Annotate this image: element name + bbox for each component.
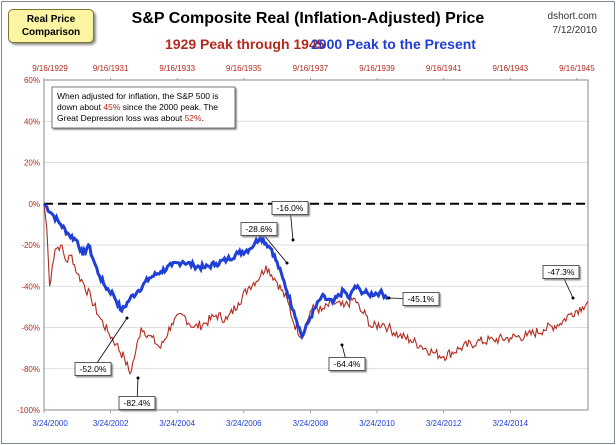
y-tick-label: -100% <box>17 406 40 415</box>
callout-label: -82.4% <box>124 398 151 408</box>
bottom-tick-label: 3/24/2002 <box>93 419 129 428</box>
callouts: -16.0% -28.6% -45.1% -47.3% -52.0% -82.4% -64.… <box>74 201 580 410</box>
y-tick-label: -40% <box>21 282 40 291</box>
chart-title: S&P Composite Real (Inflation-Adjusted) … <box>131 10 485 27</box>
plot-area <box>43 79 589 411</box>
bottom-tick-label: 3/24/2000 <box>32 419 68 428</box>
callout-box <box>402 292 440 306</box>
badge-line-1: Real Price <box>26 14 76 25</box>
series-1929-line <box>43 203 589 376</box>
bottom-tick-label: 3/24/2008 <box>293 419 329 428</box>
date-label: 7/12/2010 <box>552 25 598 36</box>
y-tick-label: 0% <box>28 200 40 209</box>
annotation-highlight-52: 52% <box>185 113 202 123</box>
callout-arrowhead <box>125 316 129 320</box>
callout--47-3pct: -47.3% <box>542 265 580 300</box>
bottom-tick-label: 3/24/2012 <box>426 419 462 428</box>
callout--45-1pct: -45.1% <box>387 292 440 306</box>
callout-label: -28.6% <box>246 224 273 234</box>
series-2000-line <box>42 202 390 341</box>
callout-arrowhead <box>136 376 140 380</box>
y-tick-label: 40% <box>24 117 40 126</box>
annotation-line-2-text: down about <box>57 102 103 112</box>
annotation-line-3: Great Depression loss was about 52%. <box>57 113 204 123</box>
callout-box <box>328 357 366 371</box>
callout-arrowhead <box>291 238 295 242</box>
top-tick-label: 9/16/1945 <box>559 64 595 73</box>
annotation-line-3-text: Great Depression loss was about <box>57 113 185 123</box>
callout--28-6pct: -28.6% <box>240 222 289 265</box>
y-tick-label: -80% <box>21 365 40 374</box>
top-tick-label: 9/16/1933 <box>159 64 195 73</box>
top-tick-label: 9/16/1939 <box>359 64 395 73</box>
subtitle-2000: 2000 Peak to the Present <box>311 36 476 52</box>
callout--16-0pct: -16.0% <box>271 201 309 242</box>
top-tick-label: 9/16/1937 <box>293 64 329 73</box>
y-tick-label: 20% <box>24 159 40 168</box>
callout-box <box>542 265 580 279</box>
callout-box <box>118 396 156 410</box>
top-tick-label: 9/16/1935 <box>226 64 262 73</box>
source-label: dshort.com <box>547 11 597 22</box>
bottom-tick-label: 3/24/2006 <box>226 419 262 428</box>
bottom-x-axis: 3/24/2000 3/24/2002 3/24/2004 3/24/2006 3/24… <box>32 410 529 428</box>
bottom-tick-label: 3/24/2014 <box>492 419 528 428</box>
gridlines <box>44 79 588 411</box>
y-tick-label: -60% <box>21 324 40 333</box>
y-axis: 60% 40% 20% 0% -20% -40% -60% -80% -100% <box>17 76 40 415</box>
bottom-tick-label: 3/24/2010 <box>359 419 395 428</box>
callout-label: -52.0% <box>80 364 107 374</box>
annotation-line-3-tail: . <box>202 113 204 123</box>
top-tick-label: 9/16/1931 <box>93 64 129 73</box>
y-tick-label: -20% <box>21 241 40 250</box>
top-tick-label: 9/16/1943 <box>492 64 528 73</box>
callout--82-4pct: -82.4% <box>118 376 156 410</box>
annotation-highlight-45: 45% <box>103 102 120 112</box>
callout-leader <box>92 317 128 370</box>
bottom-tick-label: 3/24/2004 <box>159 419 195 428</box>
top-tick-label: 9/16/1941 <box>426 64 462 73</box>
annotation-box <box>51 86 236 129</box>
subtitle-1929: 1929 Peak through 1945 <box>165 36 325 52</box>
callout-arrowhead <box>387 296 391 300</box>
callout-label: -64.4% <box>334 359 361 369</box>
badge-line-2: Comparison <box>21 27 81 38</box>
callout-box <box>271 201 309 215</box>
callout--64-4pct: -64.4% <box>328 343 366 371</box>
callout-label: -47.3% <box>548 267 575 277</box>
top-tick-label: 9/16/1929 <box>32 64 68 73</box>
callout-box <box>240 222 278 236</box>
callout-label: -16.0% <box>277 203 304 213</box>
annotation-line-1: When adjusted for inflation, the S&P 500… <box>57 91 218 101</box>
annotation-line-2: down about 45% since the 2000 peak. The <box>57 102 218 112</box>
callout-arrowhead <box>571 296 575 300</box>
callout-arrowhead <box>285 261 289 265</box>
annotation-line-2-tail: since the 2000 peak. The <box>120 102 218 112</box>
callout-arrowhead <box>340 343 344 347</box>
real-price-badge: Real Price Comparison <box>8 9 94 43</box>
y-tick-label: 60% <box>24 76 40 85</box>
callout-box <box>74 362 112 376</box>
callout--52-0pct: -52.0% <box>74 316 129 376</box>
callout-label: -45.1% <box>408 294 435 304</box>
top-x-axis: 9/16/1929 9/16/1931 9/16/1933 9/16/1935 9/16… <box>32 64 595 80</box>
